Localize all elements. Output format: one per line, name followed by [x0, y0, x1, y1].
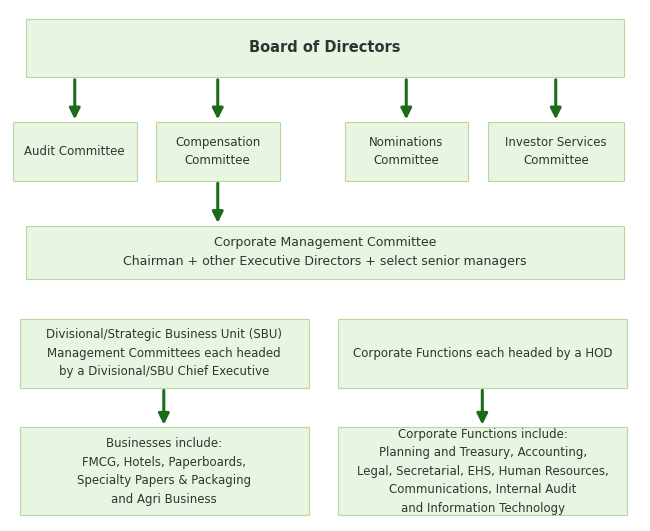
Text: Compensation
Committee: Compensation Committee	[175, 135, 261, 167]
FancyBboxPatch shape	[156, 122, 280, 181]
FancyBboxPatch shape	[26, 226, 624, 279]
Text: Investor Services
Committee: Investor Services Committee	[505, 135, 606, 167]
Text: Corporate Functions include:
Planning and Treasury, Accounting,
Legal, Secretari: Corporate Functions include: Planning an…	[357, 428, 608, 515]
FancyBboxPatch shape	[344, 122, 468, 181]
Text: Corporate Functions each headed by a HOD: Corporate Functions each headed by a HOD	[353, 347, 612, 359]
Text: Corporate Management Committee
Chairman + other Executive Directors + select sen: Corporate Management Committee Chairman …	[124, 236, 526, 268]
FancyBboxPatch shape	[20, 319, 309, 388]
FancyBboxPatch shape	[338, 319, 627, 388]
FancyBboxPatch shape	[20, 427, 309, 515]
Text: Board of Directors: Board of Directors	[249, 40, 401, 55]
FancyBboxPatch shape	[338, 427, 627, 515]
Text: Divisional/Strategic Business Unit (SBU)
Management Committees each headed
by a : Divisional/Strategic Business Unit (SBU)…	[46, 328, 282, 378]
FancyBboxPatch shape	[26, 19, 624, 77]
Text: Nominations
Committee: Nominations Committee	[369, 135, 443, 167]
Text: Audit Committee: Audit Committee	[25, 145, 125, 158]
Text: Businesses include:
FMCG, Hotels, Paperboards,
Specialty Papers & Packaging
and : Businesses include: FMCG, Hotels, Paperb…	[77, 437, 251, 506]
FancyBboxPatch shape	[13, 122, 136, 181]
FancyBboxPatch shape	[488, 122, 624, 181]
